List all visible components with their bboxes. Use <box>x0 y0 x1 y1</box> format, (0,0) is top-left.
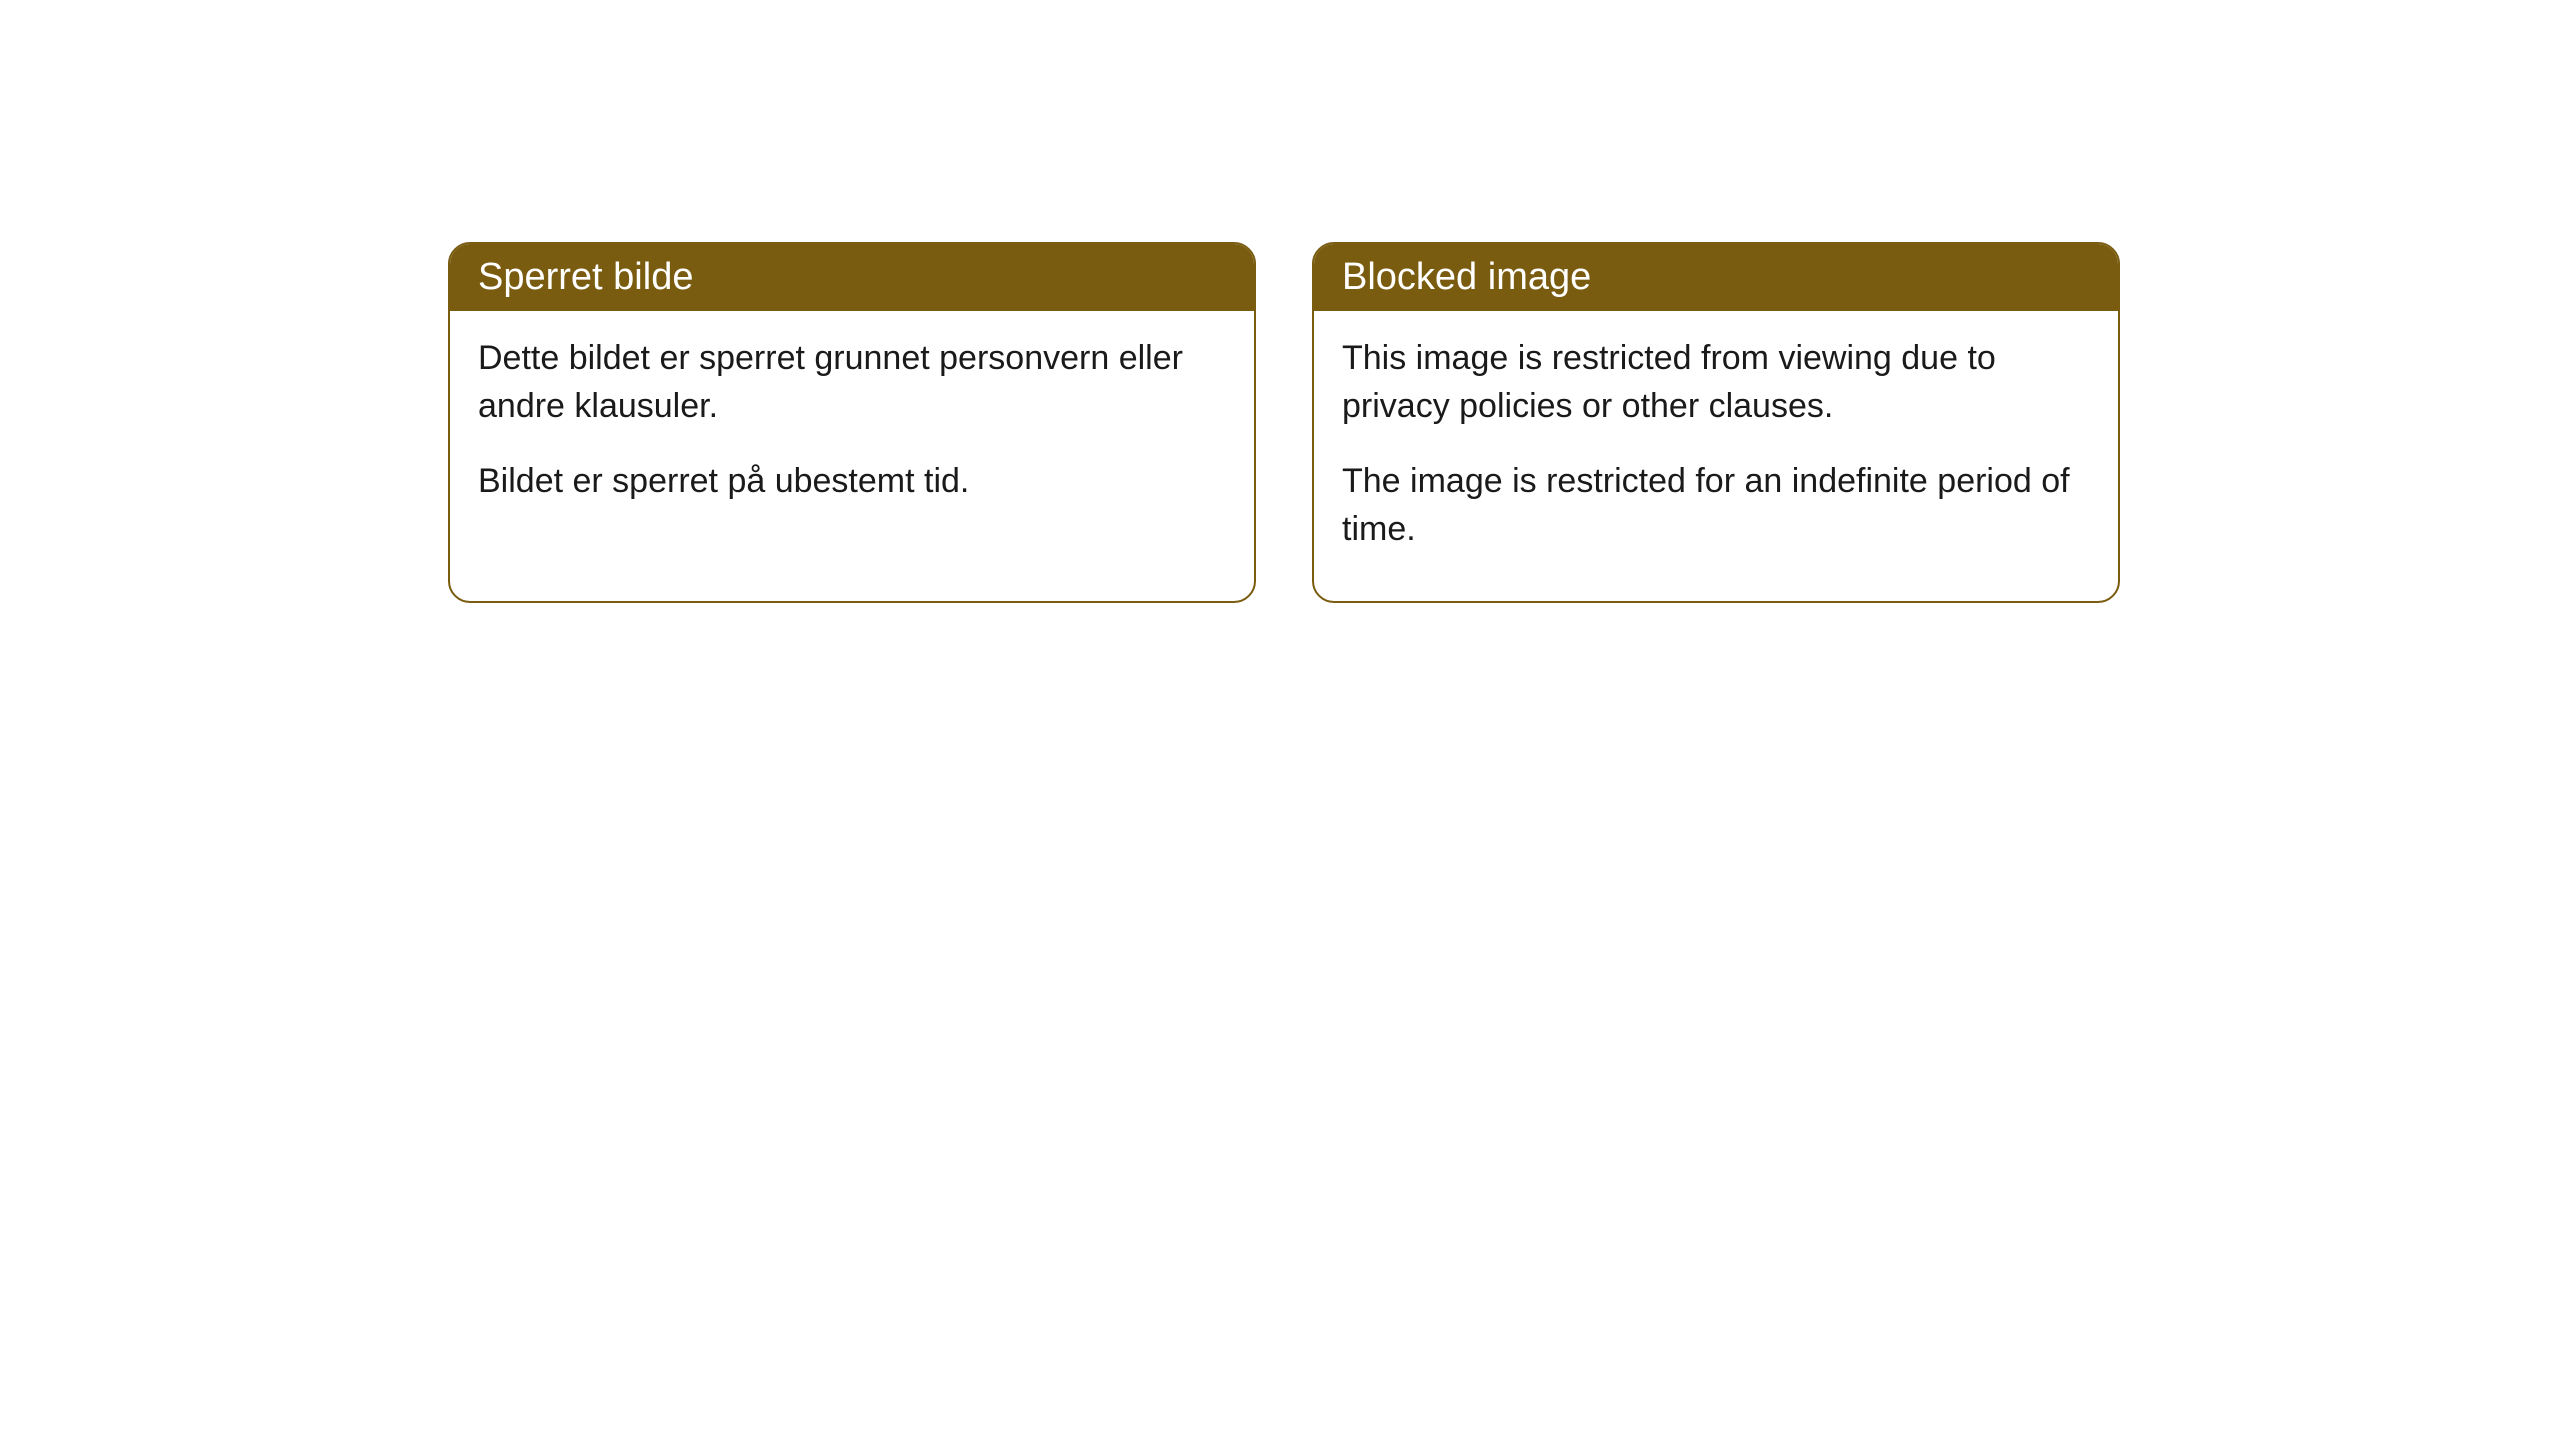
notice-container: Sperret bilde Dette bildet er sperret gr… <box>0 0 2560 603</box>
notice-header: Blocked image <box>1314 244 2118 311</box>
notice-body: This image is restricted from viewing du… <box>1314 311 2118 601</box>
notice-text-2: Bildet er sperret på ubestemt tid. <box>478 458 1226 506</box>
notice-card-english: Blocked image This image is restricted f… <box>1312 242 2120 603</box>
notice-header: Sperret bilde <box>450 244 1254 311</box>
notice-body: Dette bildet er sperret grunnet personve… <box>450 311 1254 554</box>
notice-text-1: This image is restricted from viewing du… <box>1342 335 2090 430</box>
notice-text-1: Dette bildet er sperret grunnet personve… <box>478 335 1226 430</box>
notice-text-2: The image is restricted for an indefinit… <box>1342 458 2090 553</box>
notice-card-norwegian: Sperret bilde Dette bildet er sperret gr… <box>448 242 1256 603</box>
